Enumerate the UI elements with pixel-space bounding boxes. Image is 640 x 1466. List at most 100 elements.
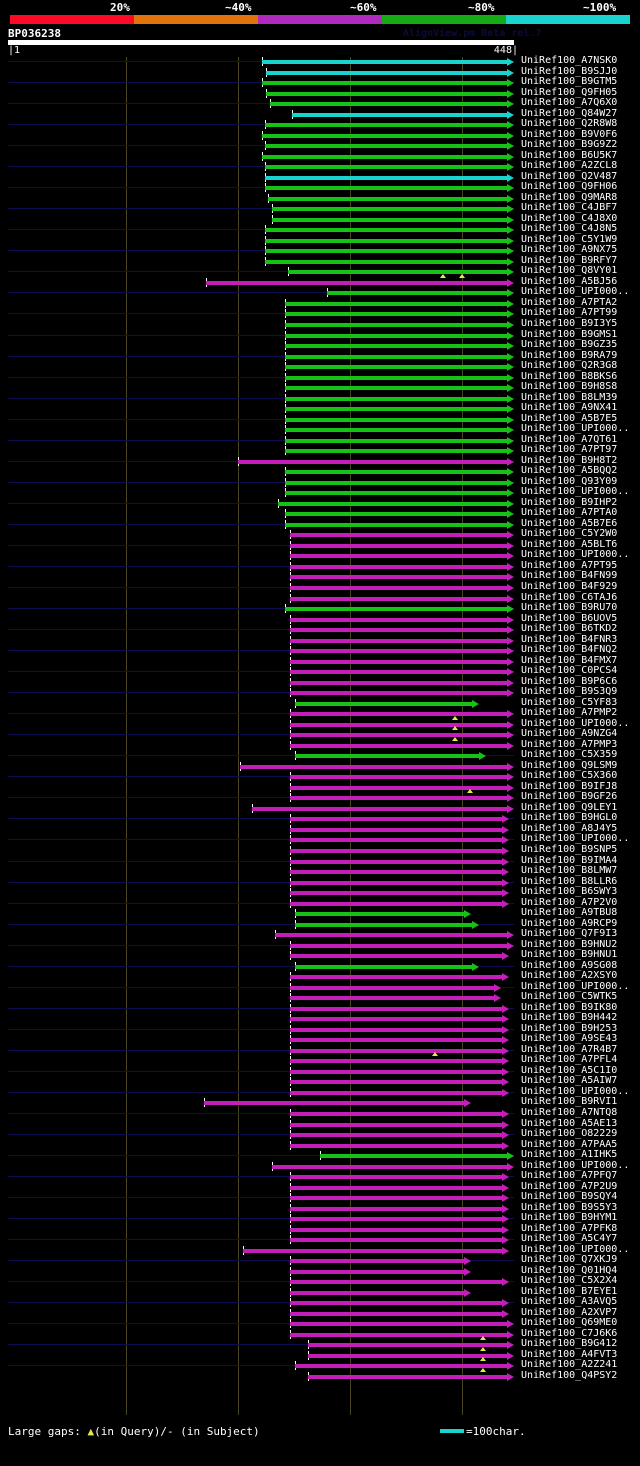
hit-label[interactable]: UniRef100_A7PT97 [521, 444, 618, 455]
alignment-row[interactable]: UniRef100_B9HYM1 [0, 1213, 640, 1223]
hit-bar[interactable] [290, 712, 507, 716]
hit-bar[interactable] [290, 1028, 502, 1032]
alignment-row[interactable]: UniRef100_Q2R8W8 [0, 119, 640, 129]
hit-bar[interactable] [285, 449, 507, 453]
alignment-row[interactable]: UniRef100_A5BQQ2 [0, 465, 640, 476]
hit-bar[interactable] [290, 1301, 502, 1305]
hit-bar[interactable] [290, 1207, 502, 1211]
hit-bar[interactable] [290, 544, 507, 548]
hit-label[interactable]: UniRef100_C6TAJ6 [521, 592, 618, 603]
alignment-row[interactable]: UniRef100_UPI000.. [0, 716, 640, 729]
hit-bar[interactable] [290, 533, 507, 537]
alignment-row[interactable]: UniRef100_B9RA79 [0, 351, 640, 361]
alignment-row[interactable]: UniRef100_Q4PSY2 [0, 1368, 640, 1381]
hit-label[interactable]: UniRef100_A3AVQ5 [521, 1296, 618, 1307]
hit-label[interactable]: UniRef100_B4FNQ2 [521, 644, 618, 655]
hit-label[interactable]: UniRef100_Q01HQ4 [521, 1265, 618, 1276]
hit-bar[interactable] [272, 218, 507, 222]
hit-label[interactable]: UniRef100_A7P2U9 [521, 1181, 618, 1192]
alignment-row[interactable]: UniRef100_A7PFK8 [0, 1224, 640, 1234]
hit-label[interactable]: UniRef100_A7R4B7 [521, 1044, 618, 1055]
hit-label[interactable]: UniRef100_A7P2V0 [521, 897, 618, 908]
alignment-row[interactable]: UniRef100_Q2V487 [0, 172, 640, 182]
hit-bar[interactable] [285, 607, 507, 611]
hit-bar[interactable] [290, 1291, 464, 1295]
alignment-row[interactable]: UniRef100_A7P2V0 [0, 897, 640, 908]
hit-bar[interactable] [285, 386, 507, 390]
hit-bar[interactable] [290, 1133, 502, 1137]
alignment-row[interactable]: UniRef100_A7PMP2 [0, 707, 640, 718]
hit-label[interactable]: UniRef100_A9SE43 [521, 1033, 618, 1044]
hit-label[interactable]: UniRef100_A4FVT3 [521, 1349, 618, 1360]
alignment-row[interactable]: UniRef100_A9NX75 [0, 244, 640, 255]
hit-bar[interactable] [285, 418, 507, 422]
hit-label[interactable]: UniRef100_UPI000.. [521, 549, 630, 560]
hit-label[interactable]: UniRef100_Q93Y09 [521, 476, 618, 487]
alignment-row[interactable]: UniRef100_A7PT99 [0, 308, 640, 318]
hit-bar[interactable] [285, 481, 507, 485]
alignment-row[interactable]: UniRef100_B8BKS6 [0, 372, 640, 382]
hit-bar[interactable] [238, 460, 507, 464]
hit-bar[interactable] [265, 176, 507, 180]
hit-label[interactable]: UniRef100_Q84W27 [521, 108, 618, 119]
hit-label[interactable]: UniRef100_B9SJJ0 [521, 66, 618, 77]
alignment-row[interactable]: UniRef100_B6SWY3 [0, 887, 640, 897]
alignment-row[interactable]: UniRef100_A2Z241 [0, 1357, 640, 1370]
alignment-row[interactable]: UniRef100_B6TKD2 [0, 623, 640, 634]
hit-bar[interactable] [290, 1259, 464, 1263]
hit-label[interactable]: UniRef100_A5B7E5 [521, 413, 618, 424]
hit-bar[interactable] [308, 1375, 507, 1379]
alignment-row[interactable]: UniRef100_A9SG08 [0, 961, 640, 971]
hit-label[interactable]: UniRef100_Q4PSY2 [521, 1370, 618, 1381]
alignment-row[interactable]: UniRef100_A5B7E6 [0, 518, 640, 529]
hit-label[interactable]: UniRef100_C7J6K6 [521, 1328, 618, 1339]
alignment-row[interactable]: UniRef100_A9NZG4 [0, 726, 640, 739]
alignment-row[interactable]: UniRef100_A9NX41 [0, 403, 640, 413]
hit-bar[interactable] [290, 618, 507, 622]
hit-label[interactable]: UniRef100_B9H442 [521, 1012, 618, 1023]
hit-label[interactable]: UniRef100_A7PMP2 [521, 707, 618, 718]
hit-bar[interactable] [243, 1249, 502, 1253]
hit-bar[interactable] [295, 754, 479, 758]
hit-label[interactable]: UniRef100_A9NX75 [521, 244, 618, 255]
alignment-row[interactable]: UniRef100_B8LM39 [0, 393, 640, 403]
alignment-row[interactable]: UniRef100_B9SQY4 [0, 1192, 640, 1202]
hit-label[interactable]: UniRef100_B4FMX7 [521, 655, 618, 666]
alignment-row[interactable]: UniRef100_B9P6C6 [0, 676, 640, 687]
hit-bar[interactable] [266, 71, 507, 75]
hit-bar[interactable] [265, 260, 507, 264]
hit-label[interactable]: UniRef100_B8LLR6 [521, 876, 618, 887]
hit-label[interactable]: UniRef100_A7PTA2 [521, 297, 618, 308]
alignment-row[interactable]: UniRef100_C5X360 [0, 770, 640, 781]
hit-bar[interactable] [285, 512, 507, 516]
alignment-row[interactable]: UniRef100_A9TBU8 [0, 908, 640, 918]
hit-bar[interactable] [290, 649, 507, 653]
alignment-row[interactable]: UniRef100_A7PFL4 [0, 1052, 640, 1065]
alignment-row[interactable]: UniRef100_A2ZCL8 [0, 161, 640, 171]
hit-bar[interactable] [204, 1101, 464, 1105]
hit-bar[interactable] [285, 397, 507, 401]
hit-bar[interactable] [285, 334, 507, 338]
hit-bar[interactable] [290, 639, 507, 643]
hit-bar[interactable] [265, 228, 507, 232]
hit-bar[interactable] [290, 881, 502, 885]
hit-bar[interactable] [290, 670, 507, 674]
hit-label[interactable]: UniRef100_A7PFQ7 [521, 1170, 618, 1181]
alignment-row[interactable]: UniRef100_A7QT61 [0, 435, 640, 445]
hit-label[interactable]: UniRef100_B9S5Y3 [521, 1202, 618, 1213]
hit-label[interactable]: UniRef100_UPI000.. [521, 423, 630, 434]
alignment-row[interactable]: UniRef100_UPI000.. [0, 423, 640, 434]
hit-bar[interactable] [308, 1354, 507, 1358]
hit-bar[interactable] [290, 860, 502, 864]
alignment-row[interactable]: UniRef100_B9IFJ8 [0, 782, 640, 792]
hit-label[interactable]: UniRef100_B9H253 [521, 1023, 618, 1034]
hit-label[interactable]: UniRef100_C5X360 [521, 770, 618, 781]
alignment-row[interactable]: UniRef100_C5WTK5 [0, 992, 640, 1002]
hit-label[interactable]: UniRef100_B6TKD2 [521, 623, 618, 634]
hit-label[interactable]: UniRef100_UPI000.. [521, 1160, 630, 1171]
hit-label[interactable]: UniRef100_B9P6C6 [521, 676, 618, 687]
hit-label[interactable]: UniRef100_A5B7E6 [521, 518, 618, 529]
hit-label[interactable]: UniRef100_A5BQQ2 [521, 465, 618, 476]
alignment-row[interactable]: UniRef100_A7PTA0 [0, 508, 640, 518]
hit-label[interactable]: UniRef100_B9GMS1 [521, 329, 618, 340]
